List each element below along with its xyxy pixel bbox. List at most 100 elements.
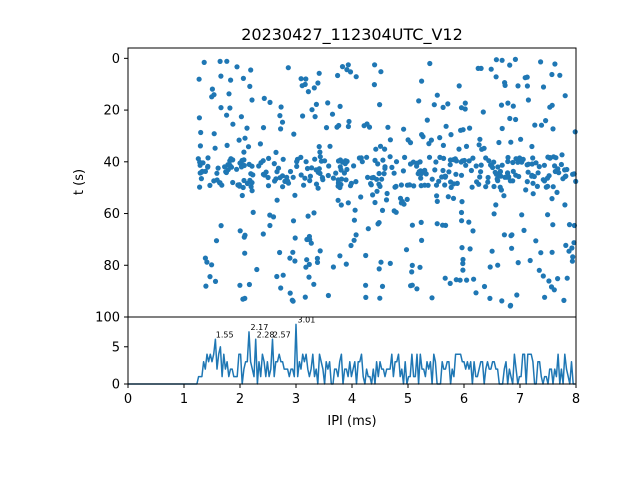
raster-point <box>249 188 255 194</box>
raster-point <box>351 163 357 169</box>
raster-point <box>524 74 530 80</box>
raster-point <box>448 132 454 138</box>
raster-point <box>325 100 331 106</box>
raster-point <box>458 127 464 133</box>
raster-point <box>202 168 208 174</box>
raster-point <box>287 168 294 175</box>
raster-point <box>404 196 410 202</box>
raster-point <box>336 122 342 129</box>
raster-point <box>477 136 483 142</box>
raster-point <box>278 104 284 110</box>
raster-point <box>311 85 317 91</box>
histogram-x-tick-label: 0 <box>124 392 132 407</box>
raster-point <box>545 212 551 218</box>
raster-point <box>383 197 390 203</box>
raster-point <box>420 134 426 140</box>
raster-point <box>287 290 293 296</box>
raster-point <box>434 221 440 227</box>
raster-point <box>470 228 476 234</box>
raster-point <box>369 175 375 181</box>
raster-point <box>307 178 313 184</box>
raster-point <box>366 124 373 130</box>
raster-point <box>453 171 459 177</box>
raster-point <box>433 182 440 188</box>
raster-point <box>226 91 232 97</box>
raster-point <box>495 164 501 170</box>
raster-point <box>203 283 209 289</box>
raster-point <box>569 258 576 264</box>
raster-point <box>519 212 525 218</box>
raster-point <box>204 259 210 265</box>
raster-point <box>294 163 300 169</box>
raster-point <box>510 168 516 174</box>
raster-point <box>343 177 349 183</box>
raster-point <box>385 124 391 130</box>
raster-point <box>533 160 539 166</box>
raster-point <box>313 181 320 187</box>
raster-point <box>316 144 322 150</box>
raster-point <box>409 222 415 228</box>
raster-point <box>524 83 531 89</box>
raster-point <box>545 154 551 160</box>
raster-point <box>368 182 374 188</box>
raster-point <box>416 169 422 175</box>
raster-point <box>287 255 293 261</box>
raster-point <box>333 170 339 176</box>
raster-point <box>550 222 556 228</box>
raster-point <box>317 154 323 160</box>
raster-point <box>456 83 462 89</box>
raster-point <box>414 286 420 292</box>
raster-point <box>205 155 211 161</box>
raster-point <box>510 159 516 166</box>
raster-point <box>445 194 451 200</box>
raster-y-tick-label: 40 <box>103 155 120 170</box>
raster-point <box>327 143 333 149</box>
raster-point <box>463 162 469 168</box>
raster-point <box>564 275 570 281</box>
raster-point <box>479 146 485 152</box>
raster-point <box>279 173 286 179</box>
raster-point <box>211 131 217 137</box>
raster-point <box>376 220 382 226</box>
raster-point <box>280 184 286 190</box>
raster-point <box>301 182 307 188</box>
raster-point <box>512 56 519 63</box>
peak-label: 3.01 <box>298 315 316 324</box>
raster-point <box>387 137 393 143</box>
raster-point <box>557 72 563 78</box>
raster-point <box>466 219 472 225</box>
raster-y-tick-label: 0 <box>112 52 120 67</box>
raster-point <box>460 260 466 267</box>
raster-point <box>441 155 447 161</box>
raster-y-tick-label: 100 <box>95 311 120 326</box>
raster-point <box>541 162 548 168</box>
raster-point <box>335 197 341 203</box>
raster-point <box>419 237 425 243</box>
raster-point <box>436 178 442 184</box>
raster-point <box>218 223 224 229</box>
raster-point <box>298 76 304 82</box>
raster-point <box>417 159 423 165</box>
raster-point <box>371 82 377 88</box>
raster-point <box>238 114 244 120</box>
raster-point <box>494 176 500 182</box>
raster-point <box>234 166 240 172</box>
histogram-y-tick-label: 0 <box>112 378 120 393</box>
raster-point <box>358 194 364 200</box>
raster-point <box>230 121 236 127</box>
raster-point <box>552 61 558 67</box>
raster-point <box>471 276 477 282</box>
raster-point <box>499 162 505 168</box>
raster-point <box>244 180 250 187</box>
raster-point <box>249 163 255 169</box>
raster-point <box>540 273 546 279</box>
raster-point <box>559 152 565 158</box>
raster-point <box>507 115 513 122</box>
raster-point <box>353 232 359 238</box>
raster-point <box>317 248 323 254</box>
raster-point <box>329 111 336 117</box>
raster-point <box>237 160 243 166</box>
raster-point <box>518 136 524 142</box>
raster-point <box>534 183 541 189</box>
raster-point <box>480 109 486 115</box>
